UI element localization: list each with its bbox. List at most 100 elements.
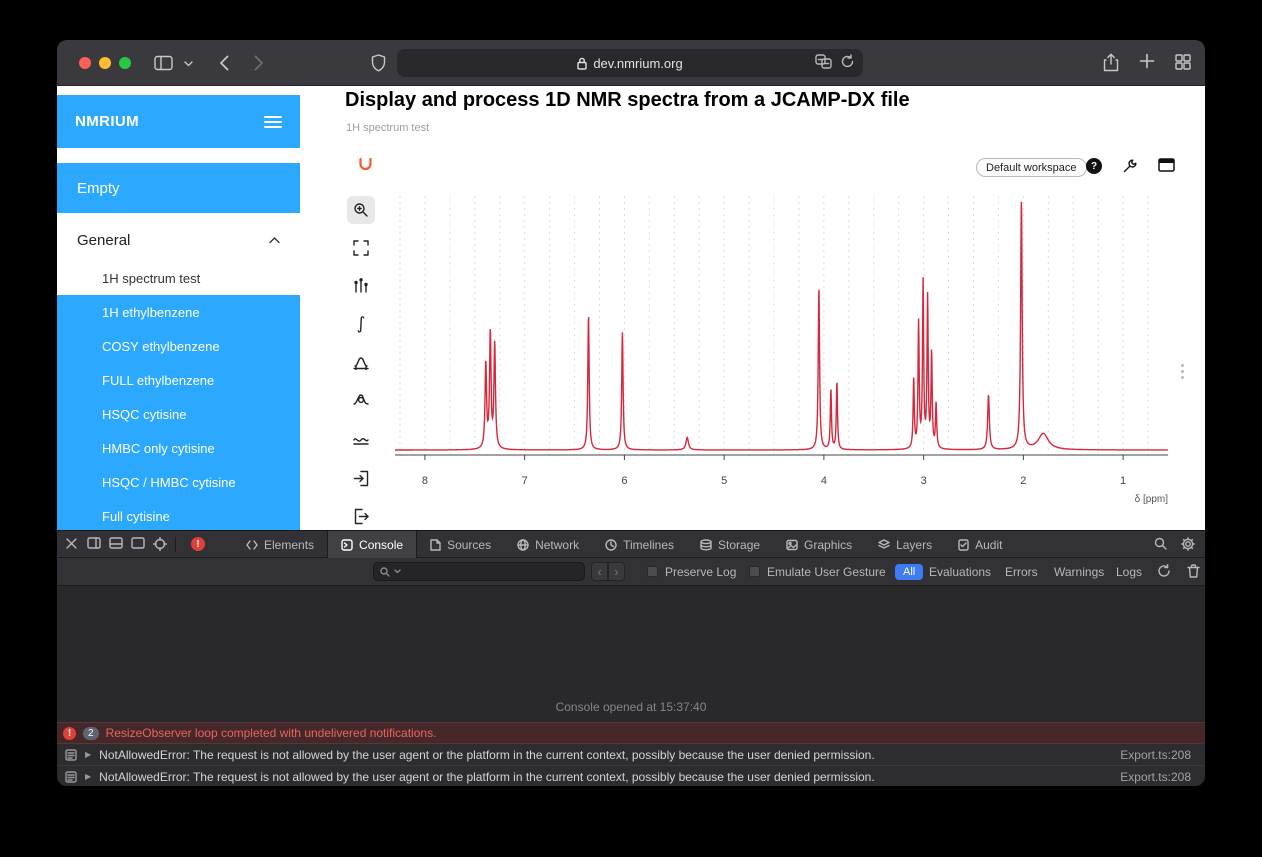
full-zoom-out-button[interactable] — [351, 238, 371, 258]
svg-text:1: 1 — [1120, 475, 1126, 487]
inspector-tabs: Elements Console Sources Network — [233, 531, 1015, 558]
inspector-search-icon[interactable] — [1154, 537, 1167, 550]
console-log-row[interactable]: ▶ NotAllowedError: The request is not al… — [57, 766, 1205, 786]
preserve-log-label: Preserve Log — [665, 565, 737, 579]
zoom-tool-button[interactable] — [347, 196, 375, 224]
svg-text:8: 8 — [422, 475, 428, 487]
sidebar-item-empty[interactable]: Empty — [57, 163, 300, 213]
console-search-input[interactable] — [373, 562, 585, 581]
translate-icon[interactable] — [815, 54, 832, 69]
hamburger-menu-icon[interactable] — [264, 113, 282, 131]
tab-overview-icon[interactable] — [1175, 54, 1191, 70]
page-title: Display and process 1D NMR spectra from … — [345, 89, 910, 111]
tab-sources[interactable]: Sources — [417, 531, 504, 558]
baseline-correction-tool-button[interactable] — [351, 428, 371, 448]
sidebar-item-1h-spectrum-test[interactable]: 1H spectrum test — [57, 262, 300, 295]
scope-warnings-button[interactable]: Warnings — [1054, 565, 1105, 579]
scope-errors-button[interactable]: Errors — [1005, 565, 1038, 579]
sources-icon — [430, 538, 441, 551]
sidebar-chevron-down-icon[interactable] — [184, 61, 193, 67]
phase-correction-tool-button[interactable] — [351, 390, 371, 410]
forward-button[interactable] — [254, 55, 264, 71]
disclosure-triangle-icon[interactable]: ▶ — [85, 772, 92, 781]
sidebar-brand: NMRIUM — [57, 95, 300, 148]
log-message: NotAllowedError: The request is not allo… — [99, 747, 875, 762]
sidebar-toggle-icon[interactable] — [154, 55, 173, 71]
page-subtitle: 1H spectrum test — [346, 122, 430, 134]
error-count-badge[interactable]: ! — [191, 537, 205, 551]
sidebar-item-1h-ethylbenzene[interactable]: 1H ethylbenzene — [57, 295, 300, 329]
trash-icon[interactable] — [1187, 564, 1200, 578]
help-button[interactable]: ? — [1086, 158, 1102, 174]
console-filter-bar: ‹ › Preserve Log Emulate User Gesture Al… — [57, 558, 1205, 586]
workspace-selector-button[interactable]: Default workspace — [976, 158, 1087, 177]
svg-text:7: 7 — [522, 475, 528, 487]
console-opened-text: Console opened at 15:37:40 — [555, 700, 707, 714]
peak-picking-tool-button[interactable] — [351, 276, 371, 296]
emulate-user-gesture-checkbox[interactable] — [749, 566, 760, 577]
close-inspector-icon[interactable] — [65, 537, 78, 550]
import-button[interactable] — [351, 468, 371, 488]
sidebar-item-full-ethylbenzene[interactable]: FULL ethylbenzene — [57, 363, 300, 397]
sidebar-item-hmbc-only-cytisine[interactable]: HMBC only cytisine — [57, 431, 300, 465]
sidebar-section-general[interactable]: General — [57, 218, 300, 262]
disclosure-triangle-icon[interactable]: ▶ — [85, 750, 92, 759]
log-source-link[interactable]: Export.ts:208 — [1120, 769, 1191, 784]
address-bar[interactable]: dev.nmrium.org — [397, 49, 863, 77]
minimize-window-button[interactable] — [99, 57, 111, 69]
general-settings-wrench-icon[interactable] — [1122, 158, 1138, 174]
close-window-button[interactable] — [79, 57, 91, 69]
back-button[interactable] — [219, 55, 229, 71]
find-previous-button[interactable]: ‹ — [591, 562, 608, 581]
zoom-window-button[interactable] — [119, 57, 131, 69]
toolbar-divider — [175, 537, 176, 552]
dock-bottom-icon[interactable] — [109, 537, 123, 549]
tab-console[interactable]: Console — [327, 531, 418, 558]
tab-storage[interactable]: Storage — [687, 531, 773, 558]
dock-side-icon[interactable] — [87, 537, 101, 549]
search-scope-chevron-icon — [394, 569, 401, 574]
sidebar-item-hsqc-hmbc-cytisine[interactable]: HSQC / HMBC cytisine — [57, 465, 300, 499]
preserve-log-checkbox[interactable] — [647, 566, 658, 577]
clear-console-refresh-icon[interactable] — [1157, 564, 1171, 578]
share-icon[interactable] — [1103, 53, 1119, 72]
console-error-row[interactable]: ! 2 ResizeObserver loop completed with u… — [57, 722, 1205, 744]
timelines-icon — [605, 538, 617, 551]
find-next-button[interactable]: › — [608, 562, 625, 581]
svg-text:2: 2 — [1020, 475, 1026, 487]
tab-network[interactable]: Network — [504, 531, 592, 558]
web-page: NMRIUM Empty General 1H spectrum test 1H… — [57, 86, 1205, 530]
elements-icon — [246, 539, 258, 550]
tab-layers[interactable]: Layers — [865, 531, 945, 558]
undock-window-icon[interactable] — [131, 537, 145, 549]
panel-resize-handle[interactable] — [1181, 364, 1184, 379]
integral-tool-button[interactable]: ∫ — [356, 313, 366, 334]
tab-timelines[interactable]: Timelines — [592, 531, 687, 558]
scope-logs-button[interactable]: Logs — [1116, 565, 1143, 579]
sidebar-item-full-cytisine[interactable]: Full cytisine — [57, 499, 300, 530]
tab-elements[interactable]: Elements — [233, 531, 327, 558]
new-tab-button[interactable] — [1139, 53, 1155, 69]
inspector-settings-gear-icon[interactable] — [1181, 537, 1195, 551]
tab-audit[interactable]: Audit — [945, 531, 1015, 558]
tab-graphics[interactable]: Graphics — [773, 531, 865, 558]
scope-all-button[interactable]: All — [895, 564, 924, 580]
sidebar-item-cosy-ethylbenzene[interactable]: COSY ethylbenzene — [57, 329, 300, 363]
console-icon — [341, 538, 353, 551]
brand-title: NMRIUM — [75, 113, 140, 130]
log-source-link[interactable]: Export.ts:208 — [1120, 747, 1191, 762]
layout-window-icon[interactable] — [1158, 158, 1175, 172]
nmr-spectrum-plot[interactable]: 8 7 6 5 4 3 2 1 — [395, 196, 1168, 496]
repeat-count-badge: 2 — [83, 726, 99, 740]
reload-icon[interactable] — [840, 54, 855, 69]
range-picking-tool-button[interactable] — [351, 352, 371, 372]
scope-evaluations-button[interactable]: Evaluations — [929, 565, 992, 579]
console-log-row[interactable]: ▶ NotAllowedError: The request is not al… — [57, 744, 1205, 766]
privacy-shield-icon[interactable] — [371, 54, 386, 72]
inspect-element-target-icon[interactable] — [153, 537, 167, 551]
log-type-icon — [65, 770, 77, 783]
sidebar-item-hsqc-cytisine[interactable]: HSQC cytisine — [57, 397, 300, 431]
export-button[interactable] — [351, 506, 371, 526]
traffic-lights — [79, 57, 131, 69]
